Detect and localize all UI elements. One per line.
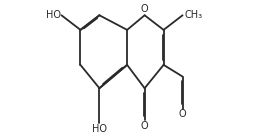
Text: CH₃: CH₃ <box>184 10 202 20</box>
Text: O: O <box>141 121 148 131</box>
Text: O: O <box>179 109 186 119</box>
Text: HO: HO <box>47 10 62 20</box>
Text: HO: HO <box>92 124 107 134</box>
Text: O: O <box>141 4 148 14</box>
